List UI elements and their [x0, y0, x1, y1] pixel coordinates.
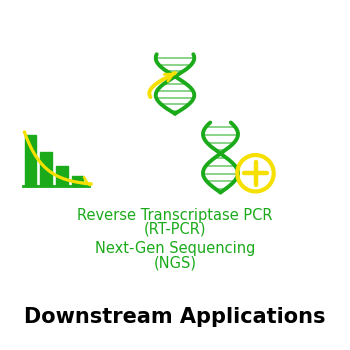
- Text: Downstream Applications: Downstream Applications: [24, 307, 326, 327]
- Bar: [56, 166, 68, 186]
- Text: (NGS): (NGS): [154, 255, 196, 270]
- Bar: [72, 176, 83, 186]
- Text: Next-Gen Sequencing: Next-Gen Sequencing: [95, 241, 255, 256]
- Text: (RT-PCR): (RT-PCR): [144, 222, 206, 237]
- Text: Reverse Transcriptase PCR: Reverse Transcriptase PCR: [77, 208, 273, 223]
- Bar: [25, 135, 36, 186]
- Bar: [40, 152, 52, 186]
